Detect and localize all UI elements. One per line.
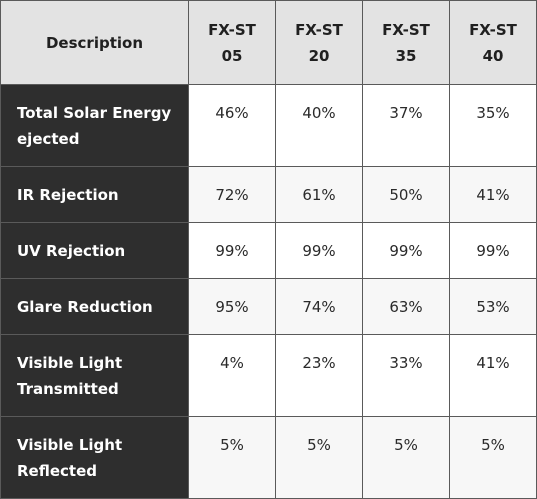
column-header-fx-st-20: FX-ST 20 xyxy=(275,0,363,85)
table-cell: 63% xyxy=(362,278,450,335)
row-label: IR Rejection xyxy=(0,166,189,223)
column-header-label: FX-ST 40 xyxy=(469,20,517,65)
table-cell: 5% xyxy=(188,416,276,499)
table-row: Glare Reduction 95% 74% 63% 53% xyxy=(0,278,537,335)
table-row: Visible Light Reflected 5% 5% 5% 5% xyxy=(0,416,537,499)
table-cell: 72% xyxy=(188,166,276,223)
column-header-label: FX-ST 35 xyxy=(382,20,430,65)
table-cell: 5% xyxy=(449,416,537,499)
table-cell: 61% xyxy=(275,166,363,223)
table-body: Total Solar Energy ejected 46% 40% 37% 3… xyxy=(0,84,537,499)
table-row: UV Rejection 99% 99% 99% 99% xyxy=(0,222,537,279)
table-cell: 40% xyxy=(275,84,363,167)
table-header: Description FX-ST 05 FX-ST 20 FX-ST 35 F… xyxy=(0,0,537,85)
table-cell: 23% xyxy=(275,334,363,417)
table-cell: 37% xyxy=(362,84,450,167)
column-header-fx-st-35: FX-ST 35 xyxy=(362,0,450,85)
table-row: Visible Light Transmitted 4% 23% 33% 41% xyxy=(0,334,537,417)
table-cell: 99% xyxy=(362,222,450,279)
table-cell: 4% xyxy=(188,334,276,417)
table-row: Total Solar Energy ejected 46% 40% 37% 3… xyxy=(0,84,537,167)
table-row: IR Rejection 72% 61% 50% 41% xyxy=(0,166,537,223)
column-header-description: Description xyxy=(0,0,189,85)
table-cell: 41% xyxy=(449,334,537,417)
column-header-fx-st-40: FX-ST 40 xyxy=(449,0,537,85)
table-cell: 99% xyxy=(188,222,276,279)
table-cell: 33% xyxy=(362,334,450,417)
table-cell: 74% xyxy=(275,278,363,335)
table-cell: 53% xyxy=(449,278,537,335)
table-cell: 35% xyxy=(449,84,537,167)
row-label: UV Rejection xyxy=(0,222,189,279)
column-header-label: FX-ST 20 xyxy=(295,20,343,65)
column-header-fx-st-05: FX-ST 05 xyxy=(188,0,276,85)
table-cell: 99% xyxy=(449,222,537,279)
table-cell: 50% xyxy=(362,166,450,223)
column-header-label: FX-ST 05 xyxy=(208,20,256,65)
row-label: Glare Reduction xyxy=(0,278,189,335)
row-label: Visible Light Transmitted xyxy=(0,334,189,417)
table-cell: 41% xyxy=(449,166,537,223)
table-cell: 5% xyxy=(362,416,450,499)
table-cell: 46% xyxy=(188,84,276,167)
header-row: Description FX-ST 05 FX-ST 20 FX-ST 35 F… xyxy=(0,0,537,85)
table-cell: 5% xyxy=(275,416,363,499)
table-cell: 99% xyxy=(275,222,363,279)
row-label: Visible Light Reflected xyxy=(0,416,189,499)
row-label: Total Solar Energy ejected xyxy=(0,84,189,167)
table-cell: 95% xyxy=(188,278,276,335)
